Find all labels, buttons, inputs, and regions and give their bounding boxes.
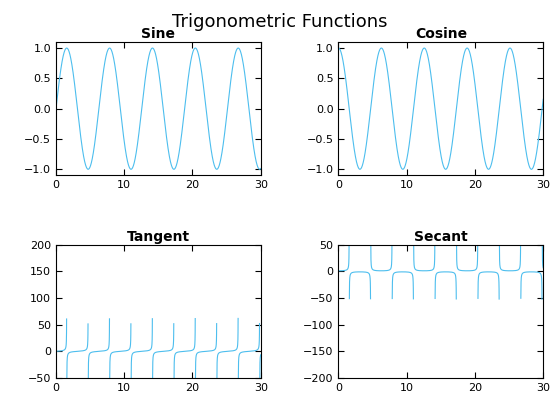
- Title: Tangent: Tangent: [127, 229, 190, 244]
- Title: Cosine: Cosine: [415, 27, 467, 41]
- Text: Trigonometric Functions: Trigonometric Functions: [172, 13, 388, 31]
- Title: Sine: Sine: [141, 27, 175, 41]
- Title: Secant: Secant: [414, 229, 468, 244]
